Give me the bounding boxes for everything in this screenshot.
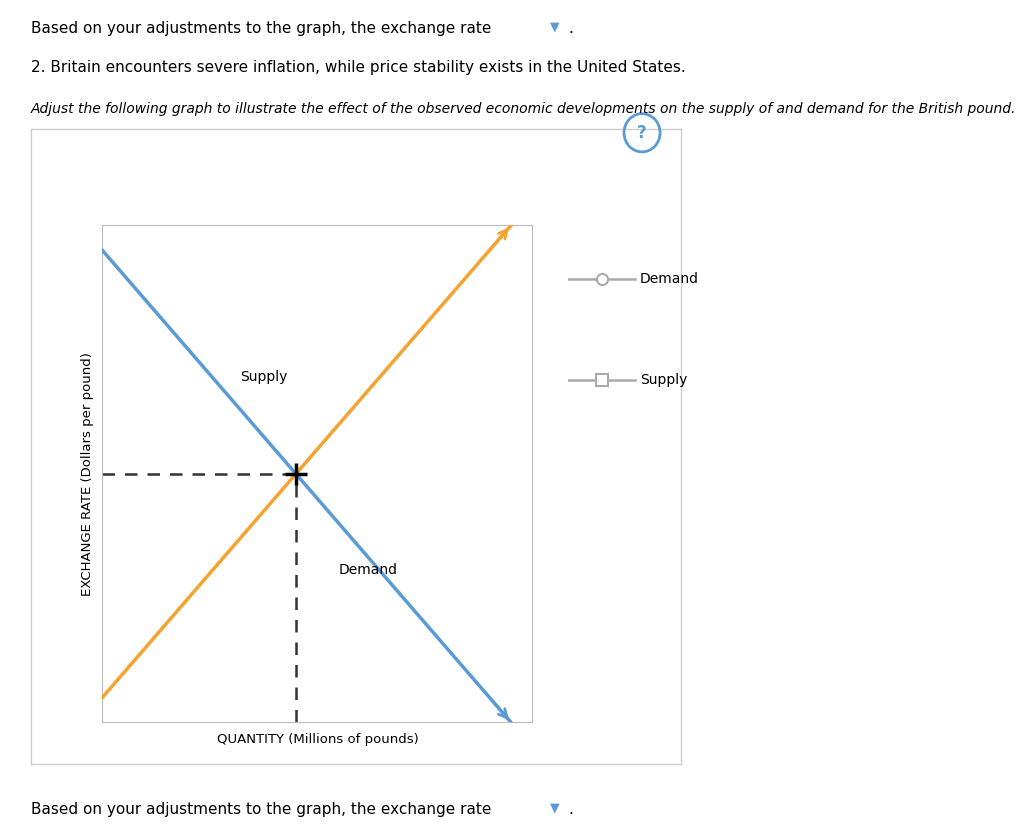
Text: Supply: Supply (240, 371, 288, 384)
Y-axis label: EXCHANGE RATE (Dollars per pound): EXCHANGE RATE (Dollars per pound) (81, 352, 94, 596)
Text: ▼: ▼ (550, 21, 559, 34)
Text: Demand: Demand (339, 564, 398, 577)
Text: .: . (568, 21, 573, 36)
Text: ▼: ▼ (550, 802, 559, 815)
Text: 2. Britain encounters severe inflation, while price stability exists in the Unit: 2. Britain encounters severe inflation, … (31, 60, 685, 75)
Text: ?: ? (637, 124, 647, 142)
Text: Based on your adjustments to the graph, the exchange rate: Based on your adjustments to the graph, … (31, 21, 492, 36)
X-axis label: QUANTITY (Millions of pounds): QUANTITY (Millions of pounds) (216, 733, 419, 746)
Text: Adjust the following graph to illustrate the effect of the observed economic dev: Adjust the following graph to illustrate… (31, 102, 1016, 116)
Text: .: . (568, 802, 573, 817)
Text: Demand: Demand (640, 272, 699, 286)
Text: Supply: Supply (640, 373, 687, 387)
Text: Based on your adjustments to the graph, the exchange rate: Based on your adjustments to the graph, … (31, 802, 492, 817)
